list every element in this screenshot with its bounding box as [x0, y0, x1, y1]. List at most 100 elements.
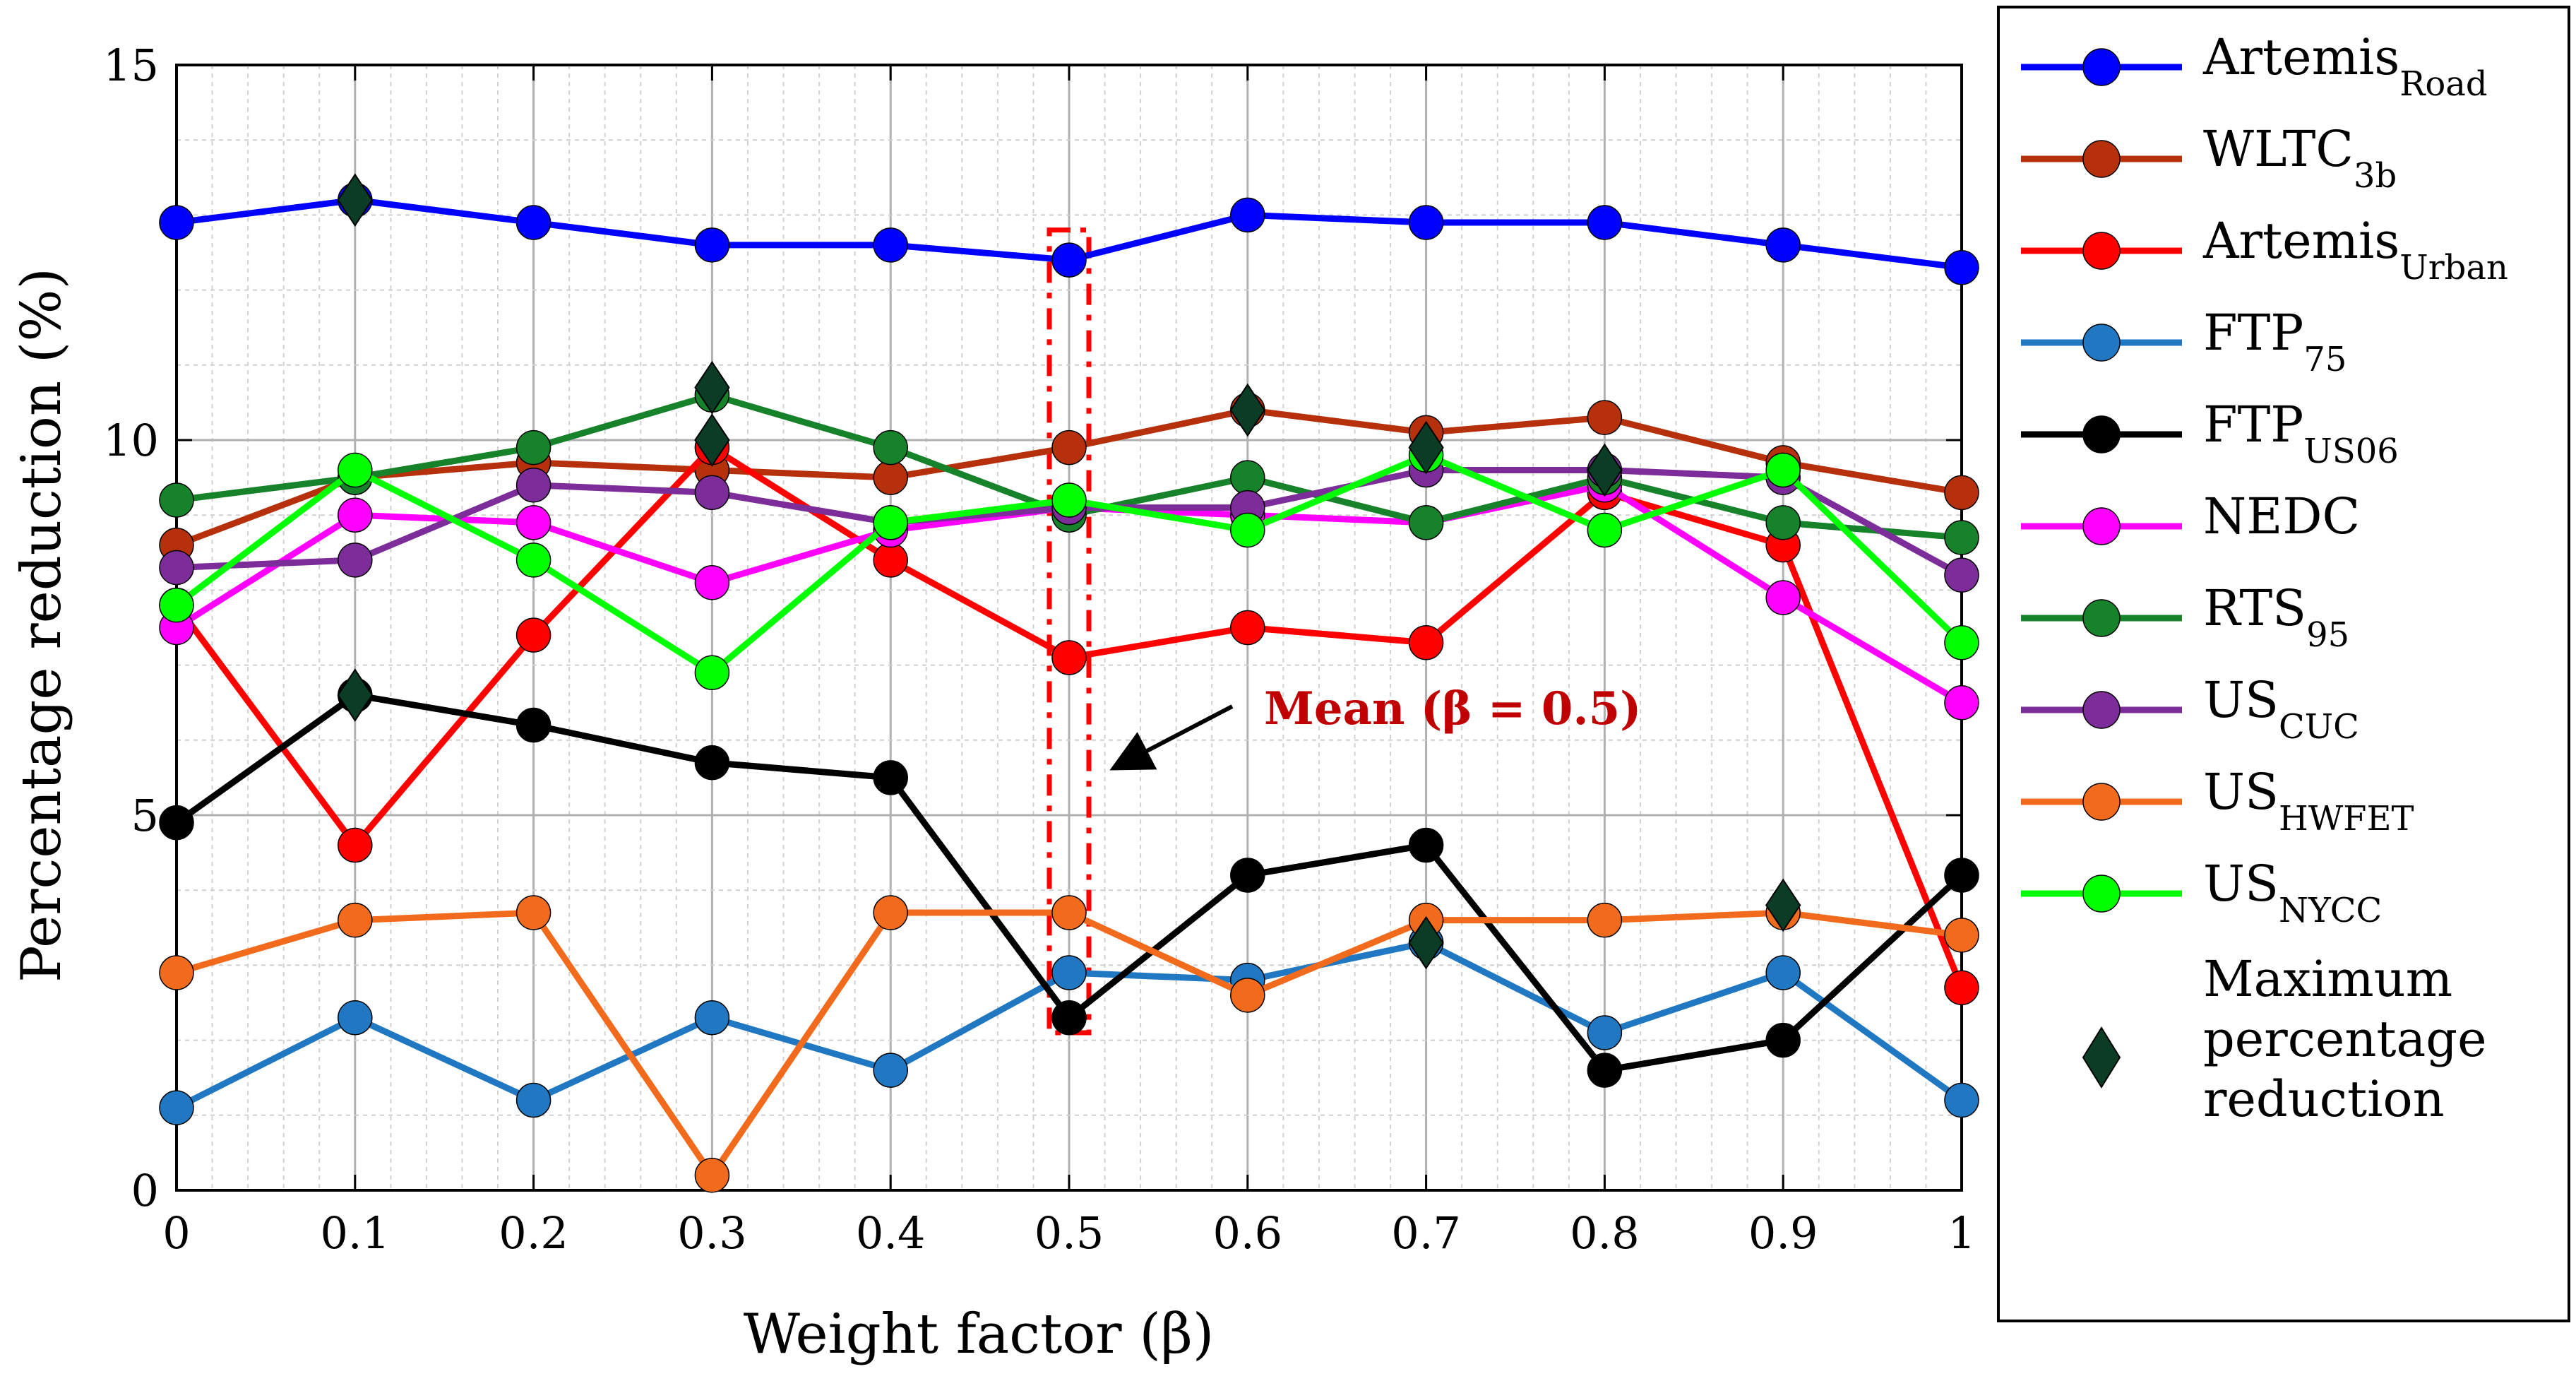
mean-highlight-box	[1046, 227, 1092, 1036]
legend-label: FTP75	[2203, 304, 2347, 379]
legend-item: ArtemisRoad	[2021, 28, 2488, 104]
data-point	[1944, 475, 1979, 511]
data-point	[1944, 624, 1979, 660]
legend-item: USNYCC	[2021, 855, 2382, 930]
mean-annotation-label: Mean (β = 0.5)	[1264, 682, 1641, 735]
data-point	[515, 1082, 551, 1118]
data-point	[515, 429, 551, 466]
x-tick-label: 0.6	[1212, 1207, 1282, 1259]
series-0	[159, 182, 1979, 285]
legend-max-label: reduction	[2203, 1070, 2445, 1128]
data-point	[694, 475, 730, 511]
data-point	[1944, 918, 1979, 953]
legend-max-label: Maximum	[2203, 950, 2452, 1008]
max-marker	[694, 360, 730, 415]
data-point	[338, 497, 373, 533]
x-tick-label: 0.3	[677, 1207, 747, 1259]
x-tick-label: 0.2	[499, 1207, 568, 1259]
data-point	[1944, 684, 1979, 721]
x-tick-label: 0.9	[1748, 1207, 1818, 1259]
legend-label: ArtemisUrban	[2202, 212, 2508, 288]
data-point	[338, 543, 373, 578]
legend-label: NEDC	[2203, 487, 2360, 545]
data-point	[1051, 640, 1087, 675]
legend-item: FTPUS06	[2021, 396, 2399, 471]
legend-marker	[2082, 324, 2121, 362]
y-tick-label: 15	[103, 40, 159, 91]
max-marker	[1229, 383, 1266, 437]
data-point	[159, 587, 194, 623]
x-tick-label: 0.7	[1391, 1207, 1461, 1259]
legend-label: WLTC3b	[2203, 120, 2397, 196]
data-point	[1944, 520, 1979, 555]
data-point	[873, 460, 908, 495]
data-point	[1051, 429, 1087, 466]
data-point	[515, 543, 551, 578]
data-point	[1230, 978, 1265, 1013]
max-marker	[337, 173, 374, 227]
x-tick-label: 0.8	[1570, 1207, 1640, 1259]
max-marker	[694, 413, 730, 467]
data-point	[694, 745, 730, 781]
data-point	[694, 1158, 730, 1193]
data-point	[1765, 1022, 1801, 1058]
max-marker	[1587, 443, 1623, 497]
data-point	[873, 1053, 908, 1088]
legend-marker	[2082, 140, 2121, 178]
legend-label: USCUC	[2203, 671, 2359, 747]
data-point	[1765, 580, 1801, 615]
y-tick-label: 5	[131, 790, 159, 841]
data-point	[1765, 505, 1801, 540]
data-point	[1408, 505, 1444, 540]
data-point	[1944, 858, 1979, 893]
data-point	[873, 429, 908, 466]
max-markers	[337, 173, 1801, 970]
x-tick-label: 0.1	[320, 1207, 390, 1259]
legend-item: USCUC	[2021, 671, 2359, 747]
y-tick-label: 0	[131, 1165, 159, 1216]
legend-item: WLTC3b	[2021, 120, 2397, 196]
data-point	[694, 227, 730, 263]
data-point	[1408, 624, 1444, 660]
data-point	[1408, 827, 1444, 863]
data-point	[1587, 205, 1623, 240]
max-marker	[1765, 878, 1801, 932]
data-point	[1051, 895, 1087, 930]
mean-highlight-rect	[1046, 227, 1092, 1036]
data-point	[1587, 512, 1623, 548]
data-point	[1230, 858, 1265, 893]
legend-max-label: percentage	[2203, 1010, 2487, 1068]
data-point	[1051, 242, 1087, 278]
data-point	[1944, 249, 1979, 285]
data-point	[694, 565, 730, 600]
x-tick-label: 0.4	[856, 1207, 926, 1259]
data-point	[159, 482, 194, 518]
x-tick-label: 0.5	[1034, 1207, 1104, 1259]
data-point	[1587, 1015, 1623, 1050]
data-point	[1765, 955, 1801, 990]
max-marker	[1408, 915, 1444, 970]
data-point	[873, 895, 908, 930]
data-point	[1587, 902, 1623, 938]
y-axis-title: Percentage reduction (%)	[10, 268, 73, 983]
data-point	[1051, 955, 1087, 990]
data-point	[515, 707, 551, 743]
series-4	[159, 677, 1979, 1088]
legend-marker	[2082, 599, 2121, 637]
x-tick-label: 0	[162, 1207, 190, 1259]
legend-box	[1997, 6, 2570, 1322]
data-point	[515, 505, 551, 540]
data-point	[1051, 482, 1087, 518]
data-point	[159, 1090, 194, 1125]
data-point	[1587, 400, 1623, 435]
data-point	[1408, 205, 1444, 240]
data-point	[515, 895, 551, 930]
data-point	[1944, 557, 1979, 593]
data-point	[1051, 1000, 1087, 1036]
legend-marker	[2082, 507, 2121, 545]
data-point	[515, 205, 551, 240]
legend-label: RTS95	[2203, 579, 2349, 655]
data-point	[873, 227, 908, 263]
